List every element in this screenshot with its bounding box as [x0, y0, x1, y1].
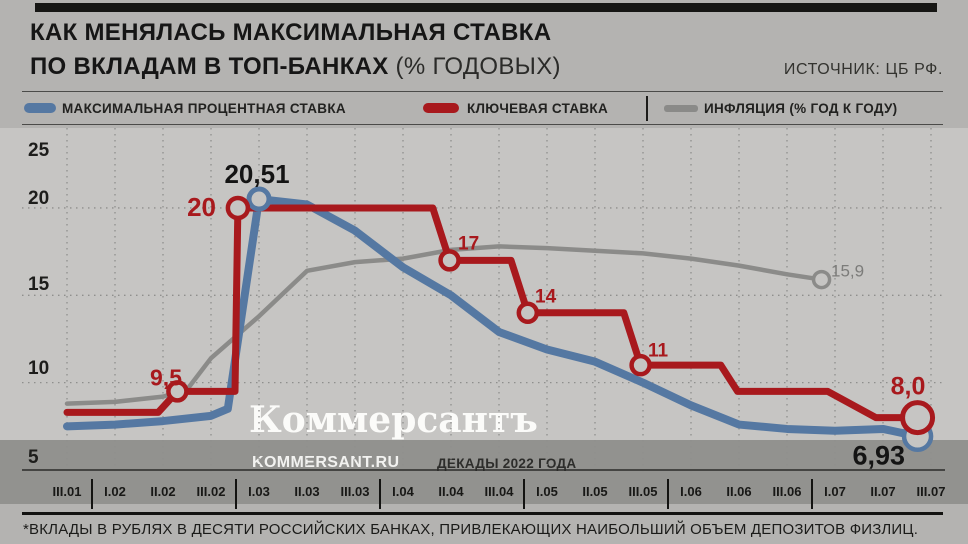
legend-label-inflation: ИНФЛЯЦИЯ (% ГОД К ГОДУ) [704, 101, 898, 116]
top-accent-bar [35, 3, 937, 12]
source-label: ИСТОЧНИК: ЦБ РФ. [783, 61, 943, 78]
footnote: *ВКЛАДЫ В РУБЛЯХ В ДЕСЯТИ РОССИЙСКИХ БАН… [23, 521, 919, 538]
legend-swatch-max-rate [24, 103, 56, 113]
legend-label-max-rate: МАКСИМАЛЬНАЯ ПРОЦЕНТНАЯ СТАВКА [62, 101, 346, 116]
legend-divider [646, 96, 648, 121]
legend-swatch-inflation [664, 105, 698, 112]
legend-label-key-rate: КЛЮЧЕВАЯ СТАВКА [467, 101, 609, 116]
kommersant-site-label: KOMMERSANT.RU [252, 454, 400, 471]
plot-area [0, 128, 968, 440]
watermark-band: KOMMERSANT.RU ДЕКАДЫ 2022 ГОДА [0, 440, 968, 504]
legend-swatch-key-rate [423, 103, 459, 113]
kommersant-logo: Коммерсантъ [249, 399, 538, 441]
chart-title-line1: КАК МЕНЯЛАСЬ МАКСИМАЛЬНАЯ СТАВКА [30, 19, 552, 46]
x-axis-caption: ДЕКАДЫ 2022 ГОДА [437, 456, 577, 471]
chart-title-line2: ПО ВКЛАДАМ В ТОП-БАНКАХ (% ГОДОВЫХ) [30, 53, 561, 81]
chart-title-units: (% ГОДОВЫХ) [388, 53, 561, 80]
header-divider-bottom [22, 124, 943, 125]
footnote-divider [22, 512, 943, 515]
chart-title-line2-bold: ПО ВКЛАДАМ В ТОП-БАНКАХ [30, 53, 389, 80]
header-divider-top [22, 91, 943, 92]
